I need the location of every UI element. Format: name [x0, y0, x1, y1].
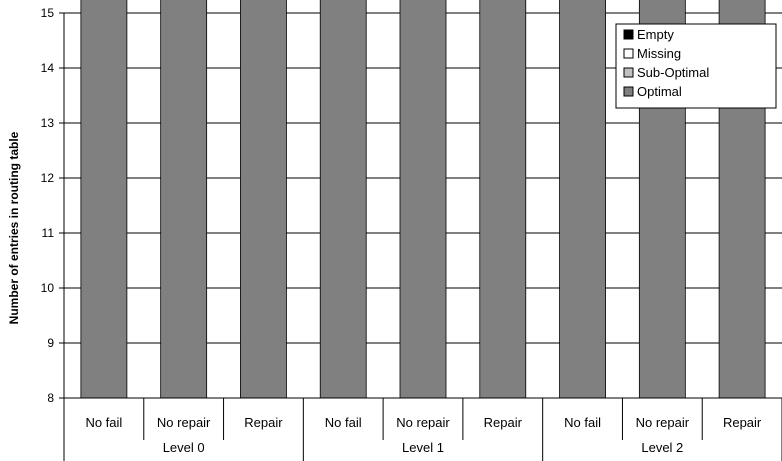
legend-label: Empty: [637, 27, 674, 42]
legend-swatch: [623, 67, 634, 78]
bar-segment-optimal: [160, 0, 208, 399]
y-tick-label: 9: [47, 336, 54, 350]
x-tick-label: No repair: [636, 415, 690, 430]
bar-segment-optimal: [559, 0, 606, 399]
axes: 8 9 10 11 12 13 14 15 No fail No repair Repair No f…: [41, 6, 782, 461]
bar-segment-optimal: [240, 0, 287, 399]
y-tick-label: 10: [41, 281, 55, 295]
y-tick-label: 8: [47, 391, 54, 405]
bar-segment-optimal: [80, 0, 128, 399]
y-tick-label: 13: [41, 116, 55, 130]
legend-label: Missing: [637, 46, 681, 61]
x-group-label: Level 1: [402, 440, 444, 455]
legend-swatch: [623, 86, 634, 97]
y-axis-label: Number of entries in routing table: [7, 131, 21, 324]
y-tick-label: 12: [41, 171, 55, 185]
y-tick-label: 14: [41, 61, 55, 75]
x-tick-label: Repair: [723, 415, 762, 430]
bar-segment-optimal: [479, 0, 527, 399]
legend-box: [615, 23, 777, 109]
x-tick-label: No fail: [325, 415, 362, 430]
legend-label: Sub-Optimal: [637, 65, 709, 80]
legend-swatch: [623, 29, 634, 40]
legend-label: Optimal: [637, 84, 682, 99]
legend: Empty Missing Sub-Optimal Optimal: [615, 23, 777, 109]
bar-segment-optimal: [319, 0, 367, 399]
x-group-label: Level 0: [163, 440, 205, 455]
x-tick-label: No fail: [564, 415, 601, 430]
x-group-label: Level 2: [641, 440, 683, 455]
y-tick-label: 15: [41, 6, 55, 20]
x-tick-label: No fail: [85, 415, 122, 430]
bar-segment-optimal: [399, 0, 447, 399]
x-tick-label: Repair: [244, 415, 283, 430]
legend-swatch: [623, 48, 634, 59]
y-tick-label: 11: [42, 226, 55, 240]
x-tick-label: No repair: [157, 415, 211, 430]
x-tick-label: Repair: [484, 415, 523, 430]
x-tick-label: No repair: [396, 415, 450, 430]
